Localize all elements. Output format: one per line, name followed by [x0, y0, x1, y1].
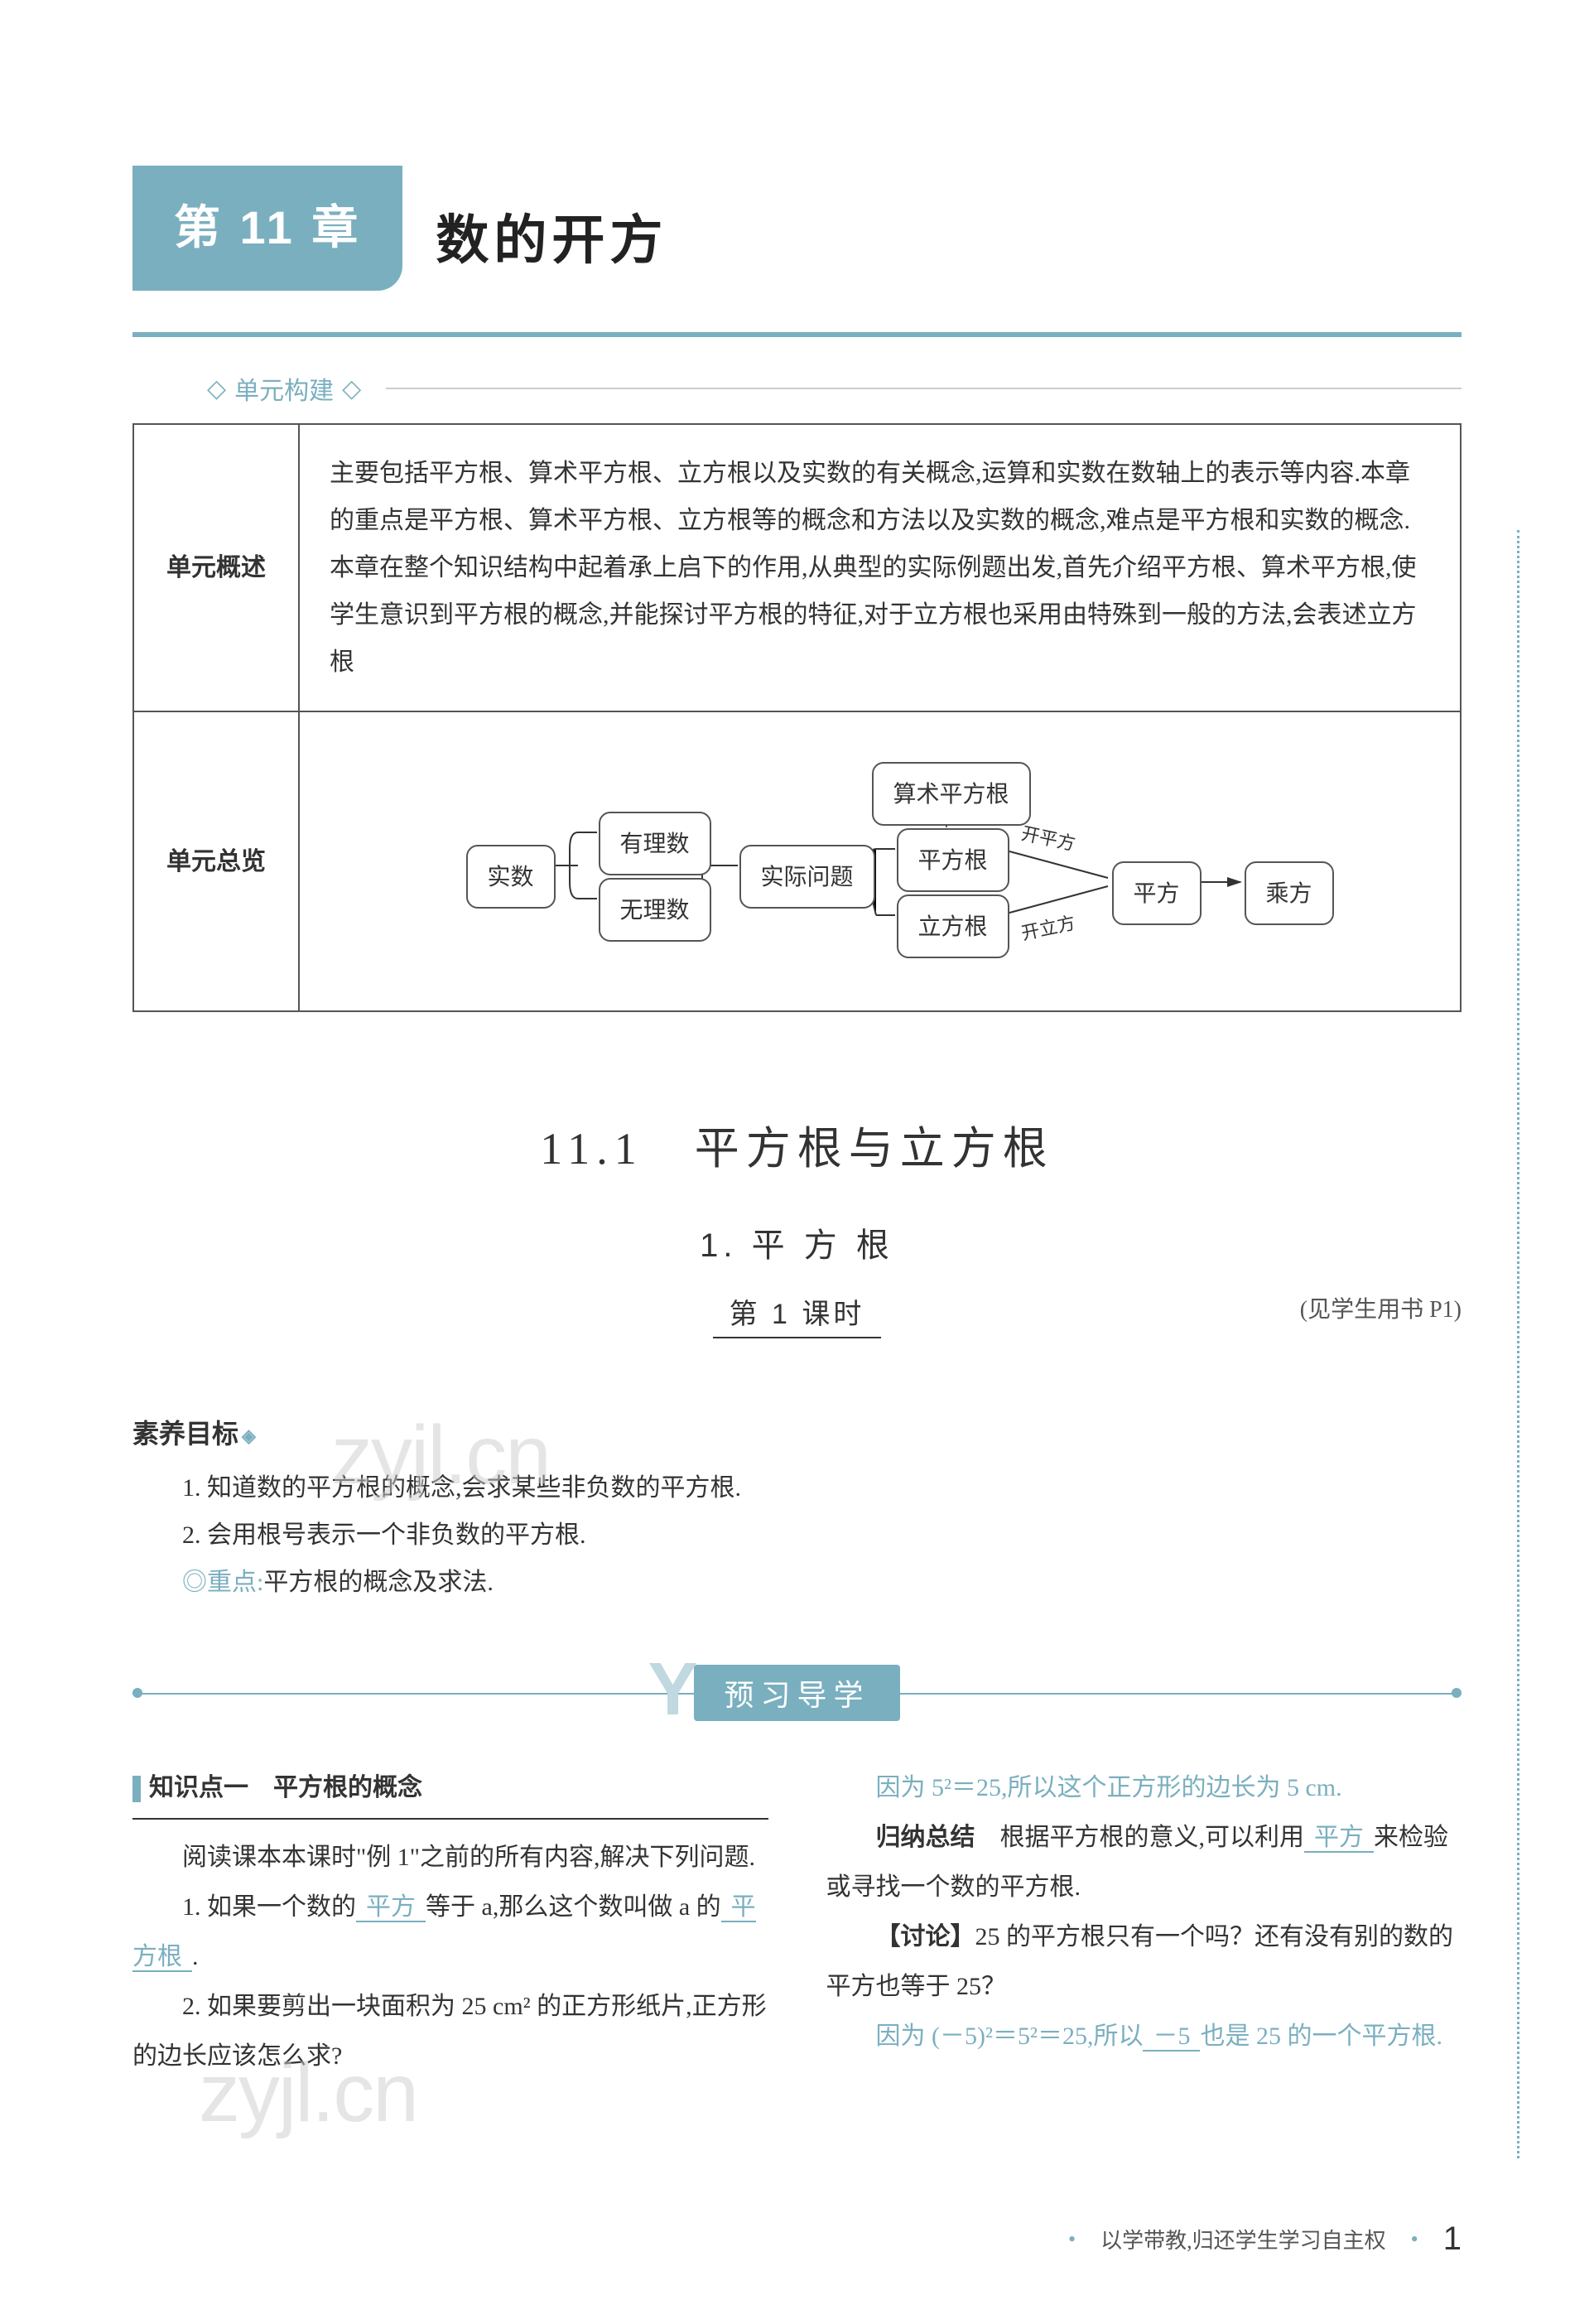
right-p4a: 因为 (－5)²＝5²＝25,所以: [876, 2023, 1144, 2050]
preview-banner: Y 预习导学: [132, 1664, 1462, 1722]
objective-item: 1. 知道数的平方根的概念,会求某些非负数的平方根.: [182, 1464, 1462, 1512]
left-p3: 2. 如果要剪出一块面积为 25 cm² 的正方形纸片,正方形的边长应该怎么求?: [132, 1982, 768, 2081]
right-p4: 因为 (－5)²＝5²＝25,所以－5也是 25 的一个平方根.: [826, 2012, 1462, 2061]
dot-icon: [132, 1688, 142, 1698]
left-p2a: 1. 如果一个数的: [182, 1893, 356, 1921]
summary-label: 归纳总结: [876, 1824, 975, 1851]
page-footer: • 以学带教,归还学生学习自主权 • 1: [1068, 2220, 1462, 2258]
right-p4b: 也是 25 的一个平方根.: [1200, 2023, 1442, 2050]
right-column: 因为 5²＝25,所以这个正方形的边长为 5 cm. 归纳总结 根据平方根的意义…: [826, 1763, 1462, 2081]
subsection-title: 1. 平 方 根: [132, 1218, 1462, 1266]
node-lifang: 立方根: [897, 894, 1009, 958]
node-cheng: 乘方: [1245, 861, 1334, 925]
unit-row2-label: 单元总览: [133, 711, 299, 1011]
left-p2c: .: [192, 1943, 199, 1970]
section-title: 11.1 平方根与立方根: [132, 1111, 1462, 1177]
unit-table: 单元概述 主要包括平方根、算术平方根、立方根以及实数的有关概念,运算和实数在数轴…: [132, 423, 1462, 1012]
right-p2: 归纳总结 根据平方根的意义,可以利用平方来检验或寻找一个数的平方根.: [826, 1813, 1462, 1912]
blank-answer: 平方: [1304, 1824, 1374, 1853]
blank-answer: －5: [1143, 2023, 1200, 2052]
lesson-ref: (见学生用书 P1): [1300, 1291, 1462, 1324]
blank-answer: 平方: [356, 1893, 426, 1922]
lesson-label: 第 1 课时: [713, 1291, 882, 1338]
knowledge-point-header: 知识点一 平方根的概念: [132, 1763, 768, 1820]
objectives-list: 1. 知道数的平方根的概念,会求某些非负数的平方根. 2. 会用根号表示一个非负…: [132, 1464, 1462, 1606]
node-ping: 平方: [1112, 861, 1202, 925]
dot-icon: [1452, 1688, 1462, 1698]
kp-title: 平方根的概念: [273, 1774, 422, 1801]
unit-diagram-cell: 实数 有理数 无理数 实际问题 算术平方根 平方根 立方根 平方 乘方 开平方 …: [299, 711, 1461, 1011]
unit-construct-label: ◇ 单元构建 ◇: [199, 370, 1462, 407]
margin-dotted-line: [1517, 530, 1519, 2158]
focus-text: 平方根的概念及求法.: [263, 1569, 494, 1596]
left-p1: 阅读课本本课时"例 1"之前的所有内容,解决下列问题.: [132, 1833, 768, 1883]
node-pingfang: 平方根: [897, 828, 1009, 892]
unit-construct-text: 单元构建: [234, 370, 334, 407]
construct-line: [386, 388, 1462, 389]
node-shiji: 实际问题: [739, 845, 875, 909]
content-columns: 知识点一 平方根的概念 阅读课本本课时"例 1"之前的所有内容,解决下列问题. …: [132, 1763, 1462, 2081]
concept-diagram: 实数 有理数 无理数 实际问题 算术平方根 平方根 立方根 平方 乘方 开平方 …: [383, 745, 1377, 977]
node-wuli: 无理数: [599, 878, 711, 942]
right-p2a: 根据平方根的意义,可以利用: [1000, 1824, 1305, 1851]
right-p3: 【讨论】25 的平方根只有一个吗？还有没有别的数的平方也等于 25？: [826, 1912, 1462, 2012]
objectives-header-text: 素养目标: [132, 1419, 238, 1449]
unit-row1-label: 单元概述: [133, 424, 299, 711]
kp-label: 知识点一: [149, 1774, 248, 1801]
objective-focus: ◎重点:平方根的概念及求法.: [182, 1559, 1462, 1606]
node-suanshu: 算术平方根: [872, 762, 1031, 826]
unit-row1-content: 主要包括平方根、算术平方根、立方根以及实数的有关概念,运算和实数在数轴上的表示等…: [299, 424, 1461, 711]
dot-icon: •: [1068, 2227, 1076, 2252]
lesson-row: 第 1 课时 (见学生用书 P1): [132, 1291, 1462, 1338]
diamond-icon: ◇: [207, 374, 226, 403]
dot-icon: •: [1411, 2227, 1418, 2252]
right-p1: 因为 5²＝25,所以这个正方形的边长为 5 cm.: [826, 1763, 1462, 1813]
left-column: 知识点一 平方根的概念 阅读课本本课时"例 1"之前的所有内容,解决下列问题. …: [132, 1763, 768, 2081]
node-youli: 有理数: [599, 812, 711, 875]
diamond-icon: ◈: [242, 1425, 256, 1446]
left-p2b: 等于 a,那么这个数叫做 a 的: [426, 1893, 721, 1921]
edge-kaipingfang: 开平方: [1018, 817, 1078, 862]
objective-item: 2. 会用根号表示一个非负数的平方根.: [182, 1512, 1462, 1559]
focus-prefix: ◎重点:: [182, 1569, 263, 1596]
diamond-icon: ◇: [342, 374, 361, 403]
chapter-badge: 第 11 章: [132, 166, 402, 291]
left-p2: 1. 如果一个数的平方等于 a,那么这个数叫做 a 的平方根.: [132, 1883, 768, 1982]
banner-text: 预习导学: [694, 1665, 899, 1721]
bar-icon: [132, 1776, 141, 1802]
discuss-label: 【讨论】: [876, 1923, 975, 1950]
edge-kailifang: 开立方: [1018, 906, 1078, 952]
page-number: 1: [1443, 2220, 1462, 2258]
page-root: 第 11 章 数的开方 ◇ 单元构建 ◇ 单元概述 主要包括平方根、算术平方根、…: [0, 0, 1594, 2148]
objectives-header: 素养目标◈: [132, 1413, 1462, 1451]
banner-letter: Y: [648, 1647, 698, 1733]
chapter-title: 数的开方: [436, 198, 667, 291]
chapter-header: 第 11 章 数的开方: [132, 166, 1462, 291]
footer-motto: 以学带教,归还学生学习自主权: [1100, 2224, 1386, 2254]
node-shishu: 实数: [466, 845, 556, 909]
chapter-underline: [132, 332, 1462, 337]
